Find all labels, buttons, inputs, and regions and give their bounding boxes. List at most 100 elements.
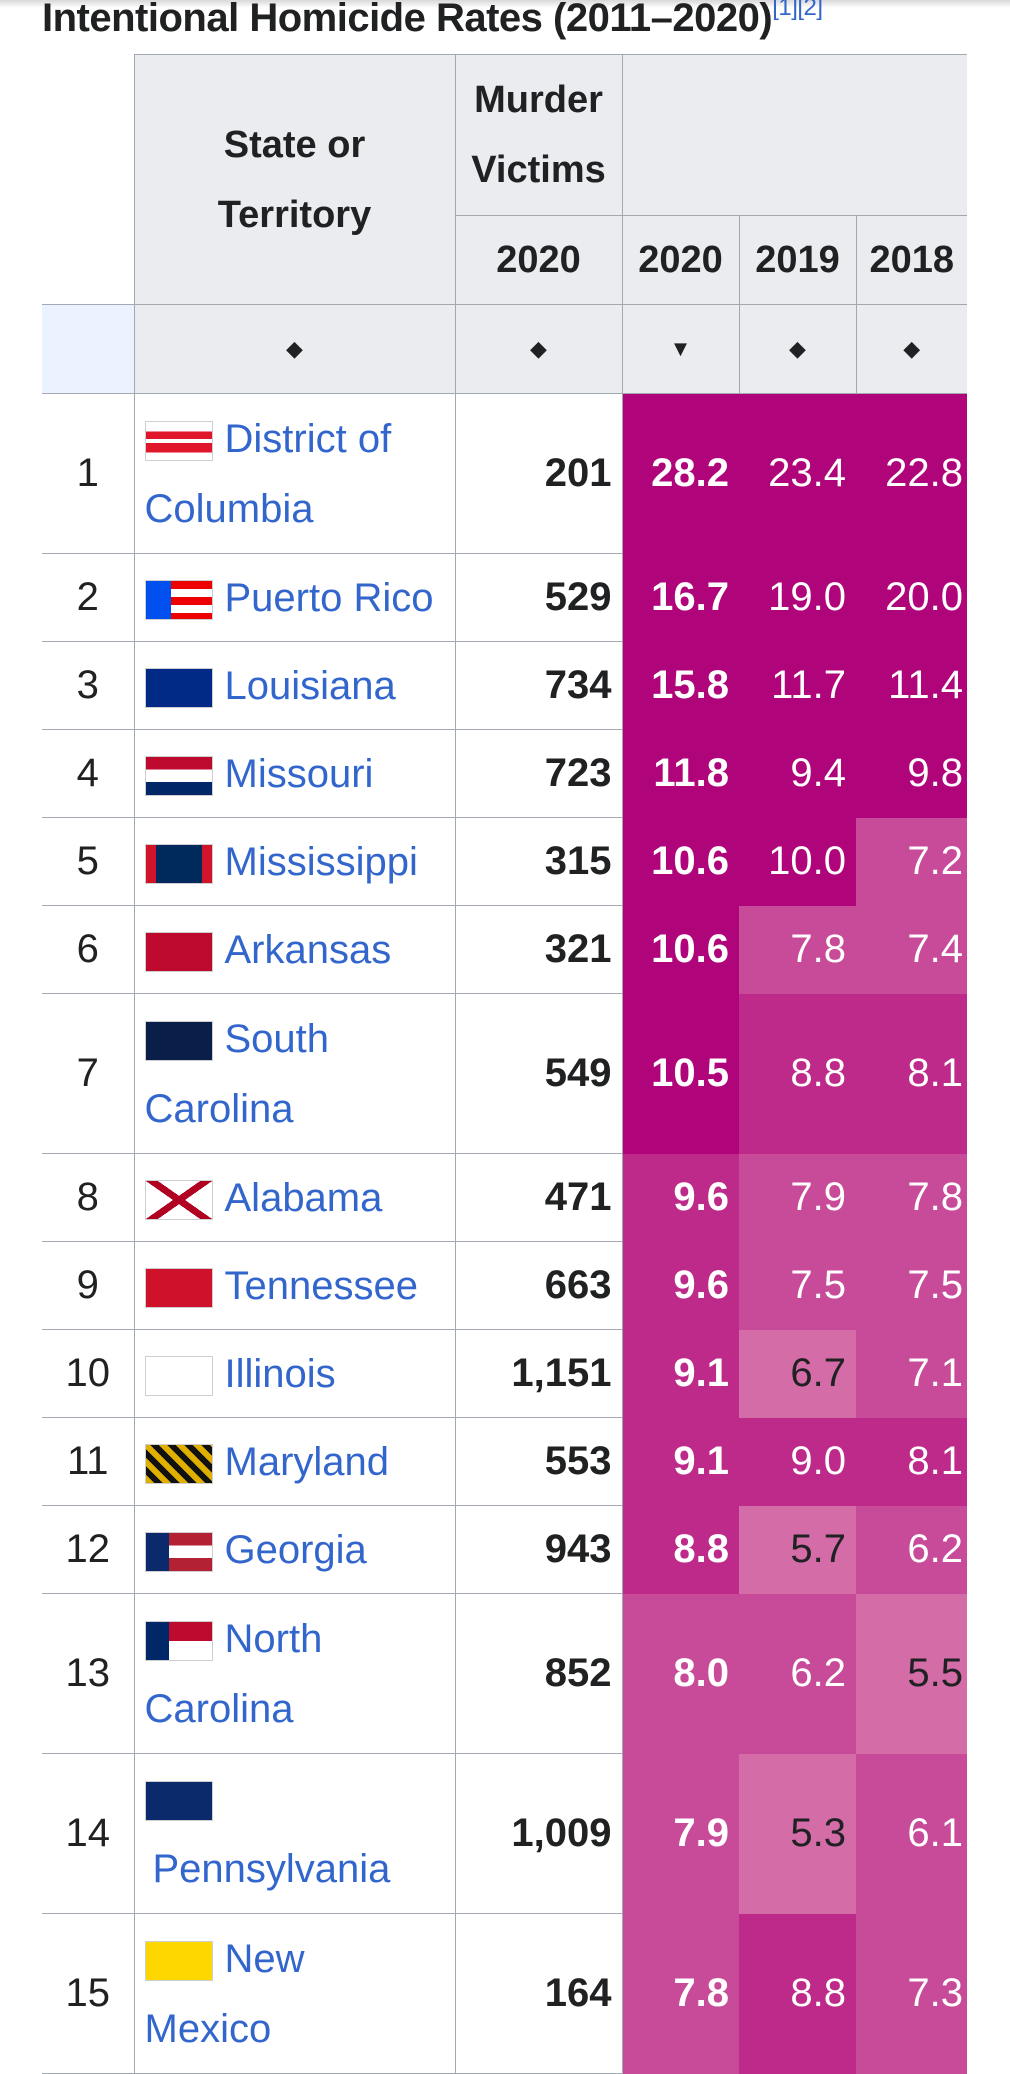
state-cell: Alabama — [133, 1153, 456, 1242]
flag-alabama-icon — [144, 1179, 213, 1220]
rate-2019-cell: 5.3 — [739, 1753, 856, 1914]
state-link[interactable]: Georgia — [224, 1527, 367, 1572]
victims-year-header: 2020 — [454, 215, 623, 305]
table-row: 13 North Carolina 852 8.0 6.2 5.5 — [42, 1593, 968, 1754]
flag-puerto-rico-icon — [144, 579, 213, 620]
state-cell: Tennessee — [133, 1241, 456, 1330]
rank-cell: 1 — [42, 393, 135, 554]
rate-2020-header: 2020 — [621, 215, 740, 305]
state-link[interactable]: District of — [224, 416, 392, 461]
flag-maryland-icon — [144, 1443, 213, 1484]
table-caption: Intentional Homicide Rates (2011–2020)[1… — [42, 0, 823, 42]
reference-links[interactable]: [1][2] — [772, 0, 823, 21]
state-link[interactable]: Illinois — [224, 1351, 336, 1396]
state-link[interactable]: Mississippi — [224, 839, 418, 884]
state-link-line2[interactable]: Mexico — [144, 2006, 272, 2051]
state-link[interactable]: South — [224, 1016, 330, 1061]
rate-2020-cell: 28.2 — [622, 393, 739, 554]
rate-2020-cell: 11.8 — [622, 729, 739, 818]
rate-2019-cell: 8.8 — [739, 993, 856, 1154]
state-link[interactable]: Maryland — [224, 1439, 390, 1484]
state-cell: New Mexico — [133, 1913, 456, 2074]
state-cell: Pennsylvania — [133, 1753, 456, 1914]
victims-cell: 315 — [454, 817, 623, 906]
state-cell: North Carolina — [133, 1593, 456, 1754]
state-link[interactable]: Puerto Rico — [224, 575, 434, 620]
rate-2018-cell: 7.4 — [856, 905, 968, 994]
rate-group-header — [621, 54, 968, 216]
state-cell: Puerto Rico — [133, 553, 456, 642]
state-link-line2[interactable]: Pennsylvania — [152, 1846, 391, 1891]
state-link[interactable]: Tennessee — [224, 1263, 418, 1308]
state-cell: Missouri — [133, 729, 456, 818]
rank-sort-cell — [42, 304, 135, 394]
rate-2020-cell: 9.6 — [622, 1153, 739, 1242]
state-cell: South Carolina — [133, 993, 456, 1154]
rate-2018-sort-button[interactable]: ◆ — [855, 304, 968, 394]
state-header-line2: Territory — [217, 193, 372, 236]
table-row: 10 Illinois 1,151 9.1 6.7 7.1 — [42, 1329, 968, 1418]
state-link[interactable]: Arkansas — [224, 927, 392, 972]
state-link-line2[interactable]: Carolina — [144, 1686, 294, 1731]
rank-cell: 15 — [42, 1913, 135, 2074]
state-link-line2[interactable]: Carolina — [144, 1086, 294, 1131]
state-link[interactable]: Alabama — [224, 1175, 383, 1220]
rank-cell: 8 — [42, 1153, 135, 1242]
victims-cell: 1,151 — [454, 1329, 623, 1418]
state-link[interactable]: New — [224, 1936, 305, 1981]
state-cell: Mississippi — [133, 817, 456, 906]
rate-2020-cell: 8.8 — [622, 1505, 739, 1594]
table-row: 4 Missouri 723 11.8 9.4 9.8 — [42, 729, 968, 818]
rate-2019-cell: 7.8 — [739, 905, 856, 994]
table-row: 12 Georgia 943 8.8 5.7 6.2 — [42, 1505, 968, 1594]
rate-2018-cell: 8.1 — [856, 1417, 968, 1506]
rate-2020-cell: 9.1 — [622, 1417, 739, 1506]
rank-cell: 12 — [42, 1505, 135, 1594]
table-row: 9 Tennessee 663 9.6 7.5 7.5 — [42, 1241, 968, 1330]
victims-cell: 553 — [454, 1417, 623, 1506]
rate-2018-cell: 11.4 — [856, 641, 968, 730]
rate-2018-cell: 7.2 — [856, 817, 968, 906]
rate-2018-header: 2018 — [855, 215, 968, 305]
state-link[interactable]: North — [224, 1616, 323, 1661]
rank-cell: 2 — [42, 553, 135, 642]
rate-2019-sort-button[interactable]: ◆ — [738, 304, 857, 394]
rate-2019-cell: 9.4 — [739, 729, 856, 818]
flag-arkansas-icon — [144, 931, 213, 972]
table-row: 7 South Carolina 549 10.5 8.8 8.1 — [42, 993, 968, 1154]
rate-2019-cell: 23.4 — [739, 393, 856, 554]
rank-cell: 4 — [42, 729, 135, 818]
victims-cell: 663 — [454, 1241, 623, 1330]
sort-down-icon: ▼ — [669, 336, 692, 361]
murder-victims-header: Murder Victims — [454, 54, 623, 216]
rank-cell: 11 — [42, 1417, 135, 1506]
rate-2019-cell: 8.8 — [739, 1913, 856, 2074]
murder-victims-line2: Victims — [471, 149, 606, 191]
flag-louisiana-icon — [144, 667, 213, 708]
flag-illinois-icon — [144, 1355, 213, 1396]
rate-2018-cell: 8.1 — [856, 993, 968, 1154]
table-row: 2 Puerto Rico 529 16.7 19.0 20.0 — [42, 553, 968, 642]
table-row: 6 Arkansas 321 10.6 7.8 7.4 — [42, 905, 968, 994]
table-row: 3 Louisiana 734 15.8 11.7 11.4 — [42, 641, 968, 730]
murder-victims-line1: Murder — [474, 79, 603, 121]
victims-sort-button[interactable]: ◆ — [454, 304, 623, 394]
table-row: 14 Pennsylvania 1,009 7.9 5.3 6.1 — [42, 1753, 968, 1914]
victims-cell: 943 — [454, 1505, 623, 1594]
state-link-line2[interactable]: Columbia — [144, 486, 314, 531]
state-cell: District of Columbia — [133, 393, 456, 554]
rank-cell: 9 — [42, 1241, 135, 1330]
victims-cell: 529 — [454, 553, 623, 642]
rate-2019-cell: 19.0 — [739, 553, 856, 642]
state-sort-button[interactable]: ◆ — [133, 304, 456, 394]
state-header: State or Territory — [133, 54, 456, 305]
table-row: 11 Maryland 553 9.1 9.0 8.1 — [42, 1417, 968, 1506]
state-header-line1: State or — [223, 123, 366, 166]
state-link[interactable]: Missouri — [224, 751, 374, 796]
rank-cell: 10 — [42, 1329, 135, 1418]
state-link[interactable]: Louisiana — [224, 663, 396, 708]
state-cell: Illinois — [133, 1329, 456, 1418]
rate-2018-cell: 7.1 — [856, 1329, 968, 1418]
rate-2020-sort-button[interactable]: ▼ — [621, 304, 740, 394]
rate-2020-cell: 7.8 — [622, 1913, 739, 2074]
